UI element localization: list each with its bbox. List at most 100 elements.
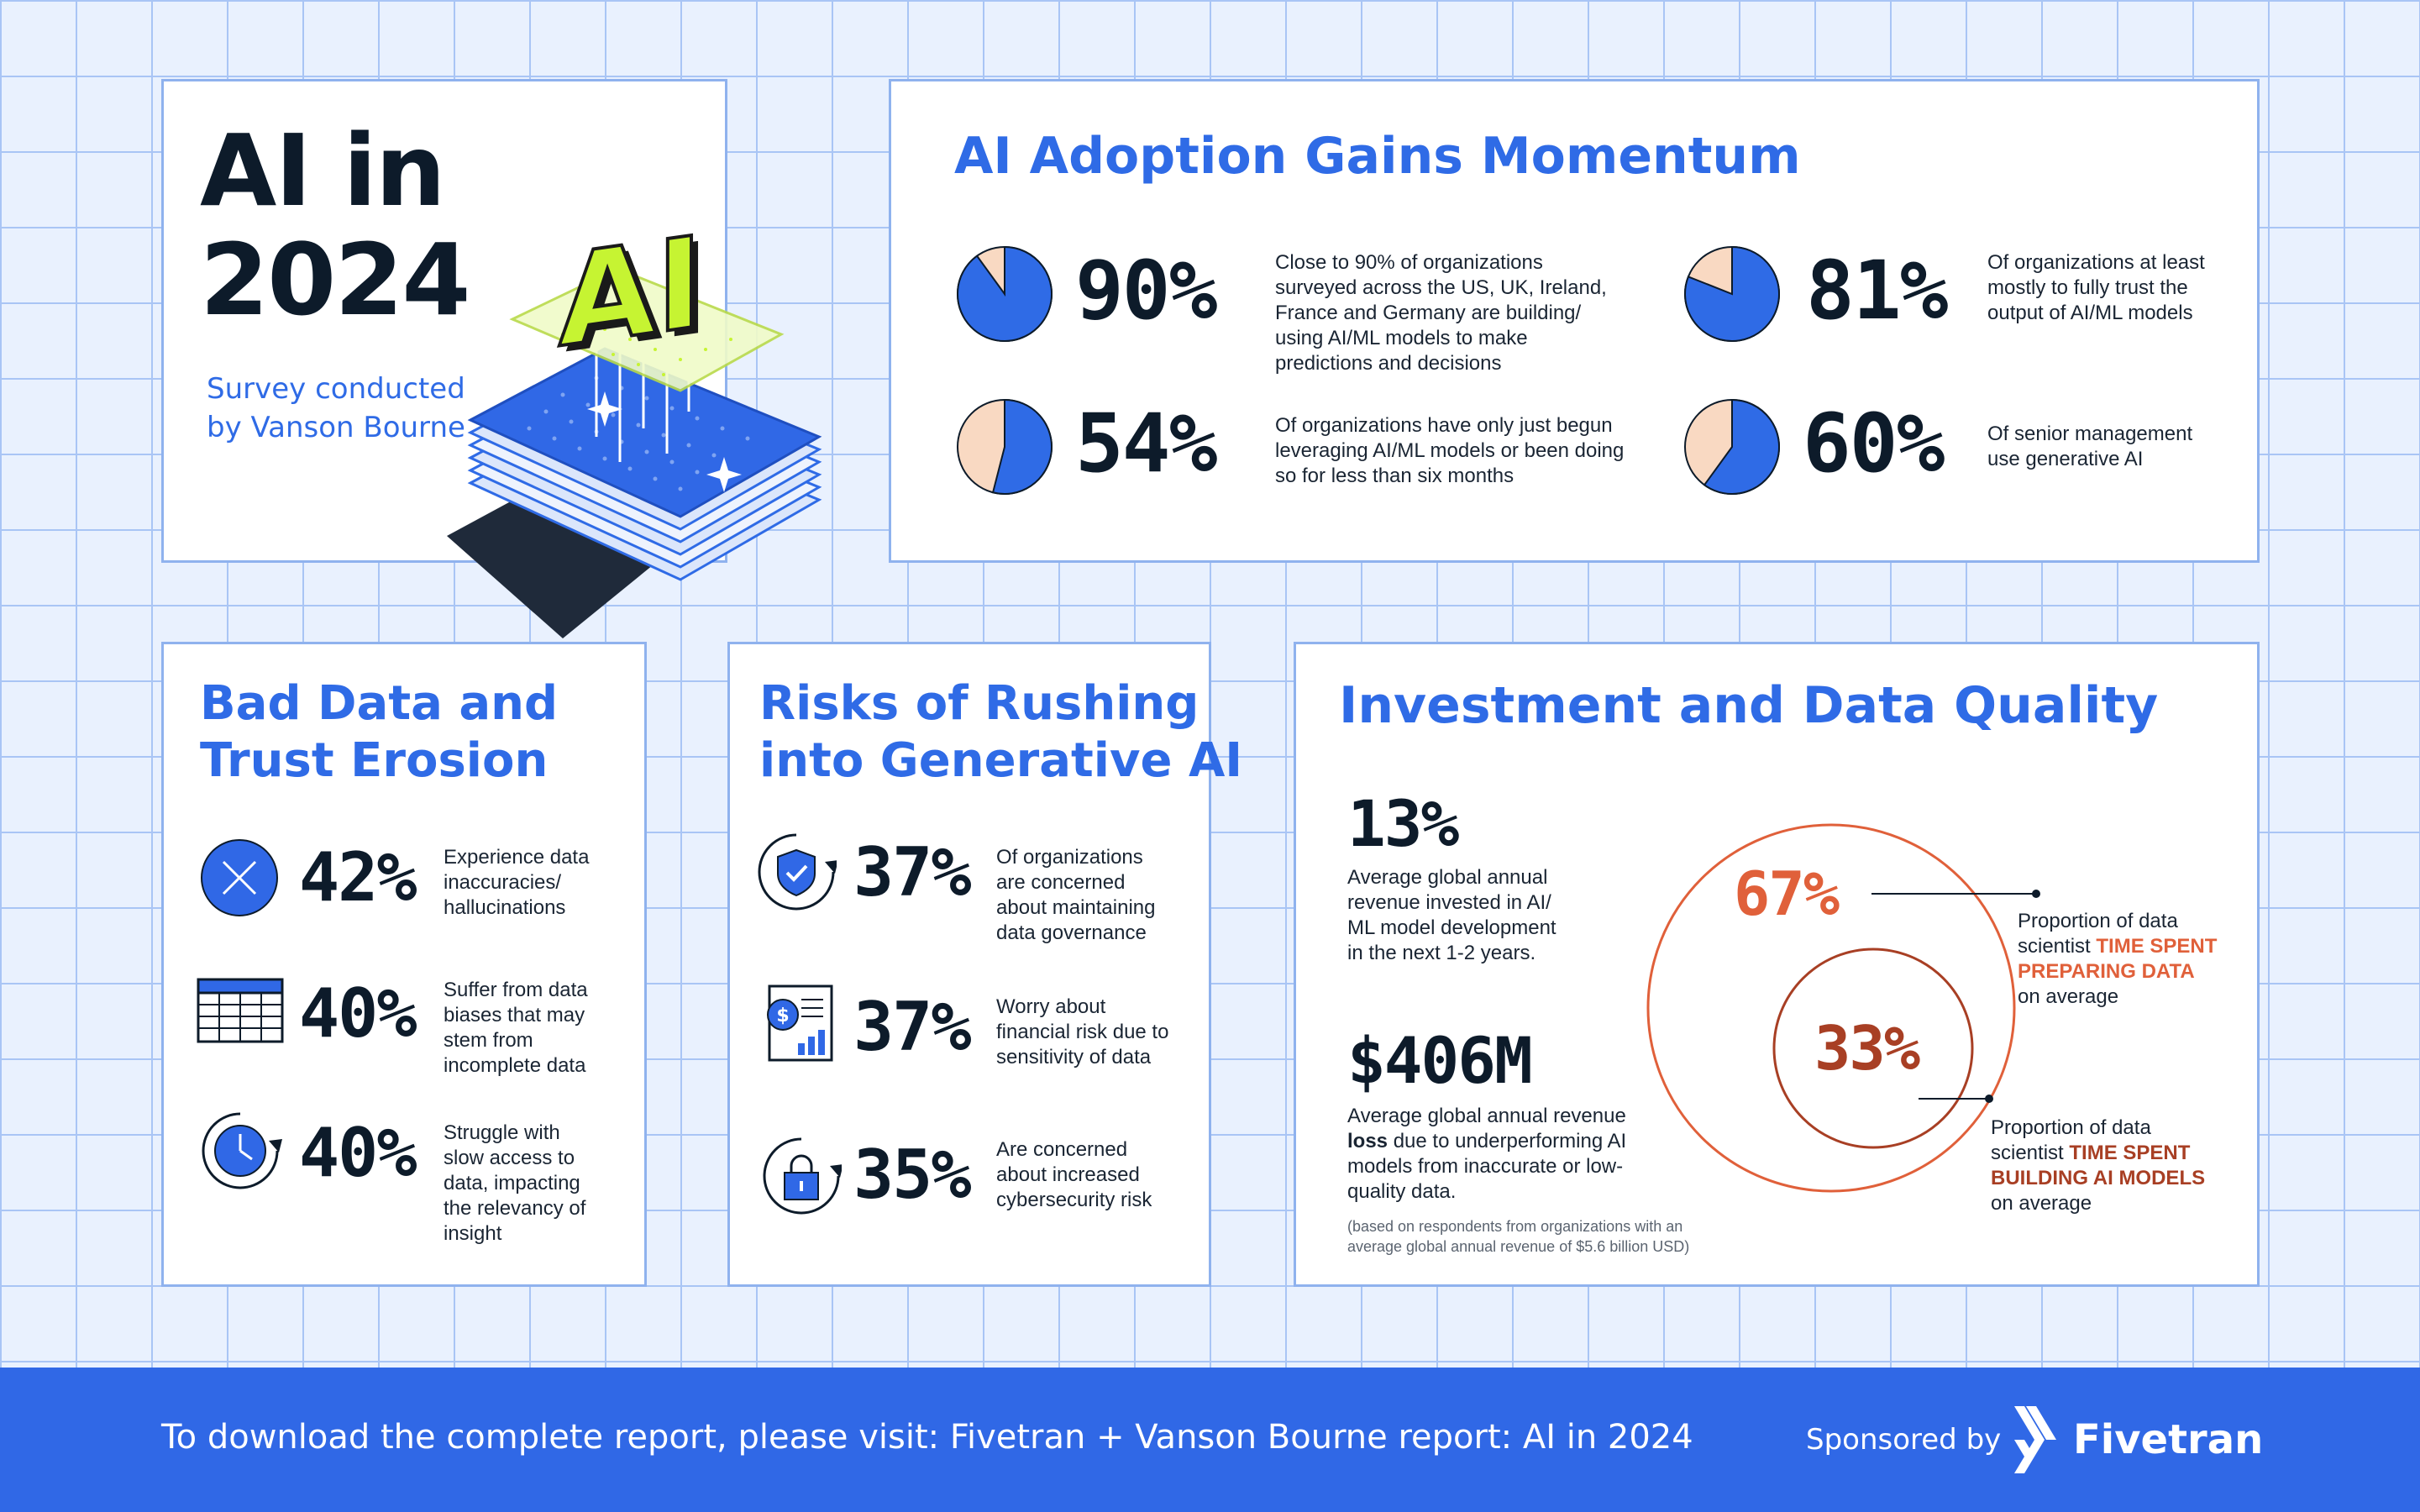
desc-line: mostly to fully trust the — [1987, 276, 2188, 299]
footer-download-text[interactable]: To download the complete report, please … — [161, 1418, 1693, 1457]
callout-lines — [1871, 890, 2040, 1103]
risks-stat-desc: Are concerned about increased cybersecur… — [996, 1137, 1152, 1213]
desc-line-rest: due to underperforming AI — [1388, 1130, 1627, 1152]
desc-line: Suffer from data — [444, 979, 588, 1001]
outer-circle — [1646, 823, 2016, 1193]
desc-line: revenue invested in AI/ — [1347, 891, 1551, 914]
bad-data-stat-desc: Suffer from data biases that may stem fr… — [444, 978, 588, 1079]
inner-circle-label: Proportion of data scientist TIME SPENT … — [1991, 1116, 2205, 1216]
desc-line: Close to 90% of organizations — [1275, 251, 1543, 274]
desc-line: stem from — [444, 1029, 533, 1052]
desc-line: so for less than six months — [1275, 465, 1514, 487]
desc-line: Experience data — [444, 846, 590, 869]
svg-text:AI: AI — [565, 214, 710, 381]
time-spent-circles — [1646, 823, 2016, 1193]
desc-line: Of organizations at least — [1987, 251, 2205, 274]
fivetran-brand[interactable]: Fivetran — [2073, 1416, 2264, 1463]
bad-data-stat-desc: Struggle with slow access to data, impac… — [444, 1121, 585, 1247]
inner-circle — [1772, 948, 1974, 1149]
fivetran-logo-icon[interactable] — [2013, 1406, 2056, 1473]
desc-line: about increased — [996, 1163, 1140, 1186]
label-line: Proportion of data — [2018, 910, 2178, 932]
label-line: on average — [1991, 1192, 2092, 1215]
x-circle-icon — [201, 839, 278, 916]
financial-report-icon: $ — [767, 984, 833, 1062]
desc-line: Of organizations have only just begun — [1275, 414, 1613, 437]
adoption-stat-value: 60% — [1803, 396, 1945, 491]
floating-plate — [509, 267, 785, 392]
desc-line: surveyed across the US, UK, Ireland, — [1275, 276, 1607, 299]
adoption-stat-desc: Of organizations have only just begun le… — [1275, 413, 1624, 489]
adoption-stat-value: 81% — [1806, 244, 1948, 338]
bad-data-stat-value: 42% — [299, 838, 417, 916]
desc-line: sensitivity of data — [996, 1046, 1152, 1068]
inner-circle-value: 33% — [1814, 1013, 1920, 1084]
note-line: average global annual revenue of $5.6 bi… — [1347, 1238, 1690, 1255]
hero-subtitle-line1: Survey conducted — [207, 372, 465, 406]
sparkle-icon — [587, 391, 622, 427]
svg-text:AI: AI — [559, 208, 703, 375]
revenue-loss-desc: Average global annual revenue loss due t… — [1347, 1104, 1626, 1205]
desc-line: Struggle with — [444, 1121, 560, 1144]
label-highlight: TIME SPENT — [2069, 1142, 2191, 1164]
investment-title: Investment and Data Quality — [1339, 676, 2159, 735]
svg-text:$: $ — [776, 1005, 789, 1026]
adoption-stat-desc: Close to 90% of organizations surveyed a… — [1275, 250, 1607, 376]
desc-line: data, impacting — [444, 1172, 580, 1194]
label-line: Proportion of data — [1991, 1116, 2151, 1139]
plate-dots — [561, 318, 732, 376]
desc-bold-word: loss — [1347, 1130, 1388, 1152]
desc-line: slow access to — [444, 1147, 575, 1169]
pie-chart-54 — [957, 398, 1053, 495]
pie-chart-81 — [1684, 245, 1780, 342]
desc-line: insight — [444, 1222, 502, 1245]
desc-line: leveraging AI/ML models or been doing — [1275, 439, 1625, 462]
label-prefix: scientist — [2018, 935, 2097, 958]
desc-line: Average global annual — [1347, 866, 1548, 889]
hero-subtitle-line2: by Vanson Bourne — [207, 411, 465, 444]
risks-stat-desc: Of organizations are concerned about mai… — [996, 845, 1155, 946]
sponsored-by-label: Sponsored by — [1806, 1423, 2002, 1457]
pie-value-slice — [1703, 398, 1780, 495]
desc-line: loss due to underperforming AI — [1347, 1129, 1626, 1154]
risks-stat-value: 35% — [853, 1136, 971, 1214]
sparkle-icon — [706, 457, 742, 492]
bad-data-title: Bad Data and Trust Erosion — [200, 675, 558, 790]
bad-data-stat-value: 40% — [299, 974, 417, 1053]
pie-chart-60 — [1684, 398, 1780, 495]
pie-value-slice — [1684, 245, 1780, 342]
pie-value-slice — [991, 398, 1053, 495]
adoption-stat-value: 54% — [1075, 396, 1217, 491]
desc-line: Worry about — [996, 995, 1106, 1018]
label-prefix: scientist — [1991, 1142, 2070, 1164]
desc-line: Of organizations — [996, 846, 1143, 869]
desc-line: using AI/ML models to make — [1275, 327, 1528, 349]
pie-chart-90 — [957, 245, 1053, 342]
revenue-loss-note: (based on respondents from organizations… — [1347, 1216, 1689, 1257]
desc-line: models from inaccurate or low- — [1347, 1155, 1624, 1178]
title-line: Bad Data and — [200, 676, 559, 731]
title-line: Trust Erosion — [200, 733, 549, 788]
title-line: Risks of Rushing — [759, 676, 1200, 731]
revenue-loss-value: $406M — [1347, 1023, 1533, 1098]
desc-line: use generative AI — [1987, 448, 2144, 470]
investment-panel — [1294, 642, 2260, 1287]
pie-value-slice — [957, 245, 1053, 342]
bad-data-stat-desc: Experience data inaccuracies/ hallucinat… — [444, 845, 589, 921]
hero-title-line2: 2024 — [200, 222, 470, 338]
desc-line: are concerned — [996, 871, 1126, 894]
shield-check-icon — [758, 833, 837, 911]
investment-stat-value: 13% — [1347, 786, 1459, 861]
desc-line: cybersecurity risk — [996, 1189, 1152, 1211]
desc-line: inaccuracies/ — [444, 871, 562, 894]
risks-title: Risks of Rushing into Generative AI — [759, 675, 1242, 790]
label-highlight: PREPARING DATA — [2018, 960, 2195, 983]
desc-line: Of senior management — [1987, 423, 2193, 445]
lock-icon — [763, 1137, 842, 1215]
risks-stat-desc: Worry about financial risk due to sensit… — [996, 995, 1168, 1070]
desc-line: quality data. — [1347, 1180, 1457, 1203]
ai-logo: AI AI — [557, 207, 710, 381]
desc-line: Are concerned — [996, 1138, 1128, 1161]
outer-circle-label: Proportion of data scientist TIME SPENT … — [2018, 909, 2217, 1010]
hero-title: AI in 2024 — [200, 116, 470, 338]
